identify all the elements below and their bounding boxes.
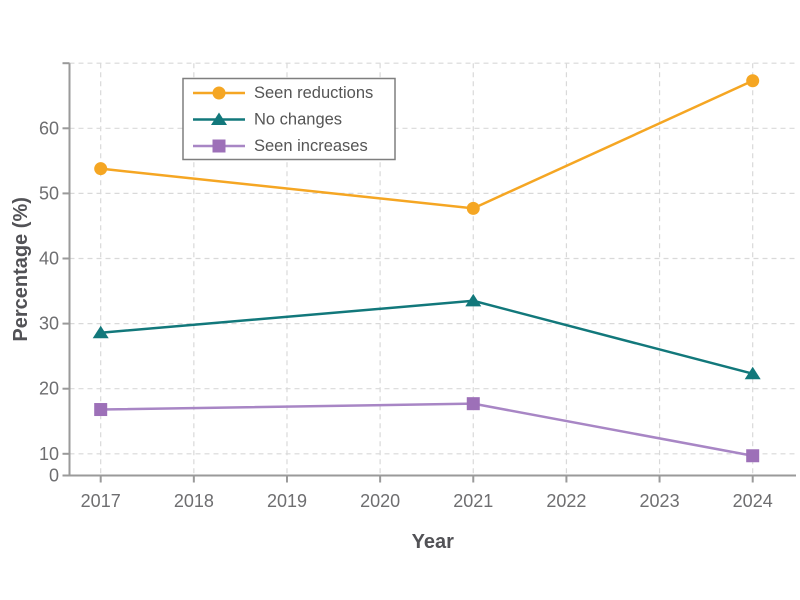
data-point-triangle-2021 — [465, 293, 482, 307]
x-tick-label-2022: 2022 — [546, 491, 586, 511]
legend-item-2: Seen increases — [193, 137, 368, 155]
y-tick-label-40: 40 — [39, 249, 59, 269]
data-point-triangle-2024 — [744, 366, 761, 380]
y-tick-label-0: 0 — [49, 466, 59, 486]
legend-item-1: No changes — [193, 111, 342, 129]
y-tick-label-60: 60 — [39, 118, 59, 138]
y-axis-label: Percentage (%) — [10, 197, 32, 342]
data-point-square-2024 — [746, 449, 760, 463]
data-point-circle-2024 — [746, 74, 760, 88]
data-point-circle-2021 — [466, 201, 480, 215]
legend-label: Seen increases — [254, 137, 368, 155]
data-point-circle-2017 — [94, 162, 108, 176]
x-tick-label-2019: 2019 — [267, 491, 307, 511]
legend-label: Seen reductions — [254, 84, 373, 102]
legend-triangle-marker-icon — [211, 112, 227, 125]
y-tick-label-50: 50 — [39, 183, 59, 203]
x-tick-label-2020: 2020 — [360, 491, 400, 511]
x-tick-label-2018: 2018 — [174, 491, 214, 511]
y-tick-label-10: 10 — [39, 444, 59, 464]
gridlines — [69, 62, 796, 476]
series-seen-increases — [94, 397, 760, 463]
y-tick-label-30: 30 — [39, 314, 59, 334]
legend-item-0: Seen reductions — [193, 84, 373, 102]
legend-label: No changes — [254, 111, 342, 129]
x-tick-label-2023: 2023 — [640, 491, 680, 511]
series-line — [100, 299, 754, 375]
series-no-changes — [92, 293, 761, 380]
y-tick-label-20: 20 — [39, 379, 59, 399]
x-tick-label-2024: 2024 — [733, 491, 773, 511]
x-tick-label-2017: 2017 — [81, 491, 121, 511]
x-tick-label-2021: 2021 — [453, 491, 493, 511]
legend-circle-marker-icon — [212, 86, 226, 100]
series-line — [100, 402, 753, 457]
data-point-square-2021 — [466, 397, 480, 411]
legend-square-marker-icon — [212, 139, 226, 153]
data-point-triangle-2017 — [92, 325, 109, 339]
series-seen-reductions — [94, 74, 760, 215]
x-axis-label: Year — [412, 531, 454, 553]
data-point-square-2017 — [94, 403, 108, 417]
legend: Seen reductions No changes Seen increases — [182, 77, 396, 161]
axes — [62, 62, 796, 483]
